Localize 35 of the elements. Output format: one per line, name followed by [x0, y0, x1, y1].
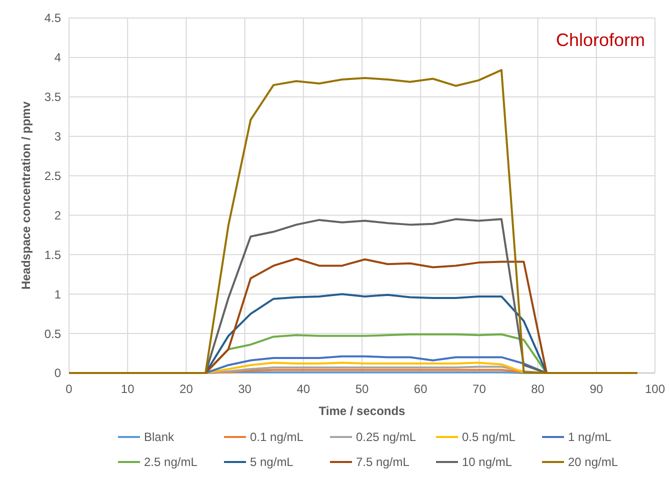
legend-label: 1 ng/mL — [568, 430, 612, 444]
legend-label: 2.5 ng/mL — [144, 455, 198, 470]
x-tick-label: 90 — [590, 382, 604, 396]
x-tick-label: 50 — [355, 382, 369, 396]
y-tick-label: 4.5 — [44, 11, 62, 26]
y-tick-label: 4 — [54, 50, 62, 65]
x-tick-label: 60 — [414, 382, 428, 396]
y-axis-title: Headspace concentration / ppmv — [19, 101, 33, 290]
y-tick-label: 2 — [54, 208, 62, 222]
line-series — [68, 69, 638, 374]
x-tick-label: 30 — [238, 382, 252, 396]
legend-label: 7.5 ng/mL — [356, 455, 410, 470]
legend-label: 10 ng/mL — [462, 455, 512, 470]
x-tick-label: 70 — [472, 382, 486, 396]
y-tick-label: 3 — [54, 130, 62, 144]
y-tick-label: 1 — [54, 287, 62, 302]
y-tick-label: 3.5 — [44, 90, 62, 104]
legend-label: 5 ng/mL — [250, 455, 294, 470]
x-tick-label: 20 — [180, 382, 194, 396]
annotation: Chloroform — [556, 30, 645, 50]
x-tick-label: 10 — [120, 382, 135, 396]
legend-label: 0.25 ng/mL — [356, 430, 416, 444]
x-tick-label: 80 — [531, 382, 545, 396]
x-axis-title: Time / seconds — [318, 404, 406, 418]
legend-label: 20 ng/mL — [568, 455, 618, 470]
y-tick-label: 0 — [54, 366, 62, 380]
legend-label: Blank — [144, 430, 176, 444]
x-tick-label: 0 — [66, 382, 73, 396]
x-tick-label: 100 — [644, 382, 666, 396]
y-tick-label: 1.5 — [44, 248, 62, 262]
y-tick-label: 2.5 — [44, 168, 62, 183]
legend-label: 0.5 ng/mL — [462, 430, 516, 444]
y-tick-label: 0.5 — [44, 326, 62, 341]
x-tick-label: 40 — [296, 382, 310, 396]
legend-label: 0.1 ng/mL — [250, 430, 304, 444]
